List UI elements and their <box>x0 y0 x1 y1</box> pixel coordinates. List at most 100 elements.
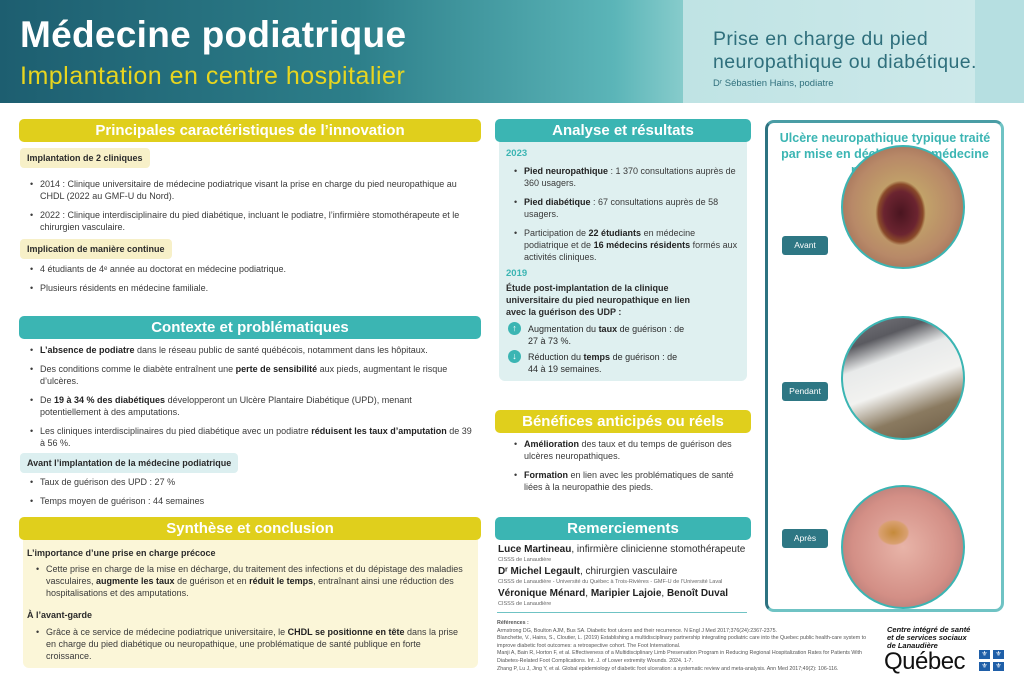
text-run: , <box>661 588 667 599</box>
text-run: de guérison : de 44 à 19 semaines. <box>528 352 678 374</box>
reference-item: Armstrong DG, Boulton AJM, Bus SA. Diabe… <box>497 627 777 634</box>
list-item: Taux de guérison des UPD : 27 % <box>30 476 475 488</box>
subheading: À l’avant-garde <box>27 610 93 620</box>
text-run: , chirurgien vasculaire <box>579 566 678 577</box>
reference-item: Blanchette, V., Hains, S., Cloutier, L. … <box>497 635 867 649</box>
text-run: dans le réseau public de santé québécois… <box>134 345 428 355</box>
text-run: Taux de guérison des UPD : 27 % <box>40 477 176 487</box>
fleur-de-lis-icon: ⚜ <box>993 662 1004 671</box>
section-heading-innovation: Principales caractéristiques de l’innova… <box>19 119 481 142</box>
emphasis-text: Véronique Ménard <box>498 588 586 599</box>
emphasis-text: temps <box>583 352 611 362</box>
header-strip <box>975 0 1024 103</box>
text-run: en médecine podiatrique et de <box>524 228 696 250</box>
thanks-person: Dʳ Michel Legault, chirurgien vasculaire <box>498 566 677 577</box>
text-run: des taux et du temps de guérison des ulc… <box>524 439 732 461</box>
logo-cisss: Centre intégré de santé et de services s… <box>887 625 971 650</box>
text-run: dans la prise en charge du pied diabétiq… <box>46 627 459 661</box>
year-label: 2023 <box>506 148 528 159</box>
emphasis-text: CHDL se positionne en tête <box>287 627 405 637</box>
result-increase: Augmentation du taux de guérison : de 27… <box>528 323 688 347</box>
author: Dʳ Sébastien Hains, podiatre <box>713 78 834 89</box>
list-item: Pied neuropathique : 1 370 consultations… <box>514 165 742 189</box>
text-run: , infirmière clinicienne stomothérapeute <box>571 544 746 555</box>
label-after: Après <box>782 529 828 548</box>
thanks-org: CISSS de Lanaudière <box>498 557 552 563</box>
poster-title: Médecine podiatrique <box>20 14 407 55</box>
emphasis-text: réduisent les taux d’amputation <box>311 426 447 436</box>
poster-topic: Prise en charge du pied neuropathique ou … <box>713 28 977 74</box>
emphasis-text: augmente les taux <box>96 576 175 586</box>
list-item: De 19 à 34 % des diabétiques développero… <box>30 394 475 418</box>
text-run: Des conditions comme le diabète entraîne… <box>40 364 236 374</box>
text-run: Plusieurs résidents en médecine familial… <box>40 283 209 293</box>
list-item: 4 étudiants de 4ᵉ année au doctorat en m… <box>30 263 475 275</box>
section-heading-thanks: Remerciements <box>495 517 751 540</box>
emphasis-text: Dʳ Michel Legault <box>498 566 580 577</box>
emphasis-text: Pied diabétique <box>524 197 591 207</box>
text-run: formés aux activités cliniques. <box>524 240 738 262</box>
photo-during <box>841 316 965 440</box>
thanks-org: CISSS de Lanaudière <box>498 601 552 607</box>
study-title: Étude post-implantation de la clinique u… <box>506 283 691 317</box>
section-heading-synthesis: Synthèse et conclusion <box>19 517 481 540</box>
section-heading-analysis: Analyse et résultats <box>495 119 751 142</box>
emphasis-text: 19 à 34 % des diabétiques <box>54 395 166 405</box>
text-run: Temps moyen de guérison : 44 semaines <box>40 496 205 506</box>
text-run: Les cliniques interdisciplinaires du pie… <box>40 426 312 436</box>
subheading: Avant l’implantation de la médecine podi… <box>20 453 239 473</box>
arrow-down-icon: ↓ <box>508 350 521 363</box>
before-list: Taux de guérison des UPD : 27 % Temps moy… <box>30 476 475 514</box>
context-list: L’absence de podiatre dans le réseau pub… <box>30 344 475 456</box>
text-run: Grâce à ce service de médecine podiatriq… <box>46 627 288 637</box>
fleur-de-lis-icon: ⚜ <box>993 650 1004 659</box>
emphasis-text: taux <box>598 324 618 334</box>
text-run: : 67 consultations auprès de 58 usagers. <box>524 197 719 219</box>
poster-subtitle: Implantation en centre hospitalier <box>20 62 406 90</box>
list-item: Amélioration des taux et du temps de gué… <box>514 438 746 462</box>
label-before: Avant <box>782 236 828 255</box>
synthesis-list-2: Grâce à ce service de médecine podiatriq… <box>36 626 466 669</box>
text-run: : 1 370 consultations auprès de 360 usag… <box>524 166 736 188</box>
text-run: 2014 : Clinique universitaire de médecin… <box>40 179 457 201</box>
logo-quebec-wordmark: Québec <box>884 648 966 675</box>
reference-item: Manji A, Bain R, Horton F, et al. Effect… <box>497 650 862 664</box>
emphasis-text: Luce Martineau <box>498 544 572 555</box>
header-topic-panel <box>683 0 975 103</box>
list-item: Participation de 22 étudiants en médecin… <box>514 227 742 263</box>
emphasis-text: 16 médecins résidents <box>593 240 691 250</box>
topic-line: Prise en charge du pied <box>713 28 929 50</box>
topic-line: neuropathique ou diabétique. <box>713 51 977 73</box>
fleur-de-lis-icon: ⚜ <box>979 662 990 671</box>
list-item: Plusieurs résidents en médecine familial… <box>30 282 475 294</box>
list-item: Cette prise en charge de la mise en déch… <box>36 563 466 599</box>
subheading: Implication de manière continue <box>20 239 172 259</box>
emphasis-text: Amélioration <box>524 439 580 449</box>
list-item: Formation en lien avec les problématique… <box>514 469 746 493</box>
text-run: développeront un Ulcère Plantaire Diabét… <box>40 395 412 417</box>
text-run: Augmentation du <box>528 324 599 334</box>
subheading: Implantation de 2 cliniques <box>20 148 150 168</box>
photo-after <box>841 485 965 609</box>
synthesis-list-1: Cette prise en charge de la mise en déch… <box>36 563 466 606</box>
arrow-up-icon: ↑ <box>508 322 521 335</box>
emphasis-text: Pied neuropathique <box>524 166 609 176</box>
emphasis-text: Maripier Lajoie <box>590 588 662 599</box>
thanks-person: Véronique Ménard, Maripier Lajoie, Benoî… <box>498 588 728 599</box>
emphasis-text: 22 étudiants <box>588 228 642 238</box>
list-item: Grâce à ce service de médecine podiatriq… <box>36 626 466 662</box>
list-item: Les cliniques interdisciplinaires du pie… <box>30 425 475 449</box>
thanks-org: CISSS de Lanaudière - Université du Québ… <box>498 579 723 585</box>
analysis-list: Pied neuropathique : 1 370 consultations… <box>514 165 742 270</box>
thanks-person: Luce Martineau, infirmière clinicienne s… <box>498 544 745 555</box>
text-run: , entraînant ainsi une réduction des hos… <box>46 576 454 598</box>
text-run: De <box>40 395 55 405</box>
list-item: L’absence de podiatre dans le réseau pub… <box>30 344 475 356</box>
list-item: 2014 : Clinique universitaire de médecin… <box>30 178 475 202</box>
emphasis-text: Benoît Duval <box>666 588 729 599</box>
list-item: Des conditions comme le diabète entraîne… <box>30 363 475 387</box>
benefits-list: Amélioration des taux et du temps de gué… <box>514 438 746 500</box>
text-run: , <box>585 588 591 599</box>
text-run: de guérison : de 27 à 73 %. <box>528 324 685 346</box>
emphasis-text: Formation <box>524 470 568 480</box>
